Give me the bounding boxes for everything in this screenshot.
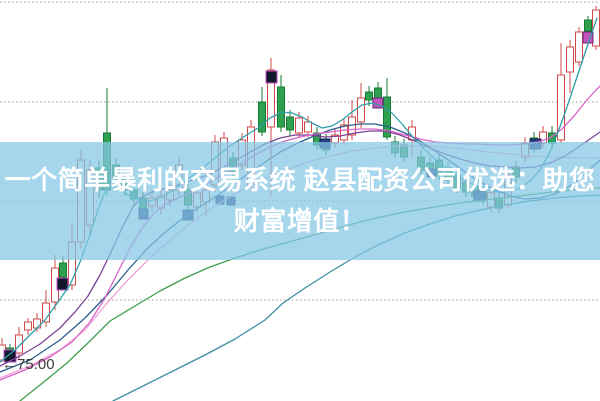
promo-banner-line2: 财富增值！	[233, 206, 367, 236]
promo-banner-line1: 一个简单暴利的交易系统 赵县配资公司优选：助您	[4, 165, 596, 195]
price-start-value: 75.00	[17, 356, 55, 373]
price-start-label: ←75.00	[2, 356, 55, 373]
promo-banner: 一个简单暴利的交易系统 赵县配资公司优选：助您 财富增值！	[0, 142, 600, 260]
left-arrow-icon: ←	[2, 356, 17, 373]
